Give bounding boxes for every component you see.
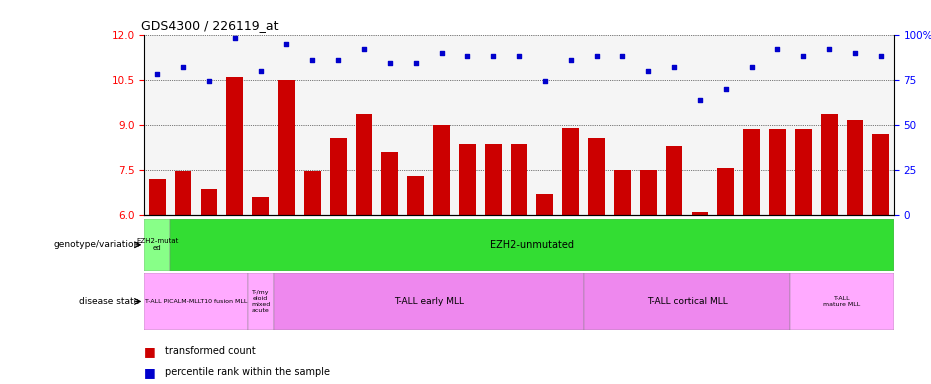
Text: EZH2-mutat
ed: EZH2-mutat ed (136, 238, 179, 251)
Bar (485, 144, 502, 215)
Bar (795, 129, 812, 215)
Bar (144, 273, 248, 330)
Point (279, 41, 294, 47)
Text: EZH2-unmutated: EZH2-unmutated (490, 240, 573, 250)
Bar (692, 212, 708, 215)
Bar (356, 114, 372, 215)
Point (589, 53, 604, 59)
Point (460, 53, 475, 59)
Text: ■: ■ (144, 366, 156, 379)
Point (667, 64, 681, 70)
Bar (536, 194, 553, 215)
Text: T-ALL
mature MLL: T-ALL mature MLL (823, 296, 860, 307)
Point (408, 60, 423, 66)
Point (383, 60, 398, 66)
Bar (144, 219, 170, 271)
Text: GDS4300 / 226119_at: GDS4300 / 226119_at (141, 19, 278, 32)
Point (227, 35, 242, 41)
Bar (200, 189, 217, 215)
Point (563, 57, 578, 63)
Text: disease state: disease state (79, 297, 140, 306)
Text: T-ALL cortical MLL: T-ALL cortical MLL (647, 297, 727, 306)
Point (796, 53, 811, 59)
Point (873, 53, 888, 59)
Bar (248, 273, 274, 330)
Bar (718, 169, 735, 215)
Text: ■: ■ (144, 345, 156, 358)
Bar (821, 114, 838, 215)
Bar (614, 170, 631, 215)
Bar (459, 144, 476, 215)
Text: T-ALL PICALM-MLLT10 fusion MLL: T-ALL PICALM-MLLT10 fusion MLL (145, 299, 247, 304)
Bar (433, 125, 450, 215)
Bar (252, 197, 269, 215)
Bar (872, 134, 889, 215)
Point (357, 46, 371, 52)
Point (641, 68, 655, 74)
Point (150, 71, 165, 77)
Text: transformed count: transformed count (165, 346, 255, 356)
Bar (743, 129, 760, 215)
Bar (510, 144, 528, 215)
Point (512, 53, 527, 59)
Text: T-ALL early MLL: T-ALL early MLL (394, 297, 464, 306)
Bar (330, 138, 346, 215)
Point (331, 57, 345, 63)
Text: T-/my
eloid
mixed
acute: T-/my eloid mixed acute (251, 290, 270, 313)
Bar (382, 152, 398, 215)
Bar (175, 171, 192, 215)
Point (615, 53, 630, 59)
Text: genotype/variation: genotype/variation (53, 240, 140, 249)
Bar (790, 273, 894, 330)
Point (201, 78, 216, 84)
Point (537, 78, 552, 84)
Point (253, 68, 268, 74)
Point (744, 64, 759, 70)
Point (847, 50, 862, 56)
Bar (769, 129, 786, 215)
Bar (666, 146, 682, 215)
Point (822, 46, 837, 52)
Bar (846, 120, 863, 215)
Bar (584, 273, 790, 330)
Bar (304, 171, 320, 215)
Bar (562, 128, 579, 215)
Point (434, 50, 449, 56)
Bar (149, 179, 166, 215)
Bar (407, 176, 424, 215)
Point (486, 53, 501, 59)
Bar (278, 80, 295, 215)
Bar (588, 138, 605, 215)
Point (693, 96, 708, 103)
Bar (226, 77, 243, 215)
Point (719, 86, 734, 92)
Bar (274, 273, 584, 330)
Bar (640, 170, 656, 215)
Point (176, 64, 191, 70)
Text: percentile rank within the sample: percentile rank within the sample (165, 367, 330, 377)
Point (304, 57, 319, 63)
Point (770, 46, 785, 52)
